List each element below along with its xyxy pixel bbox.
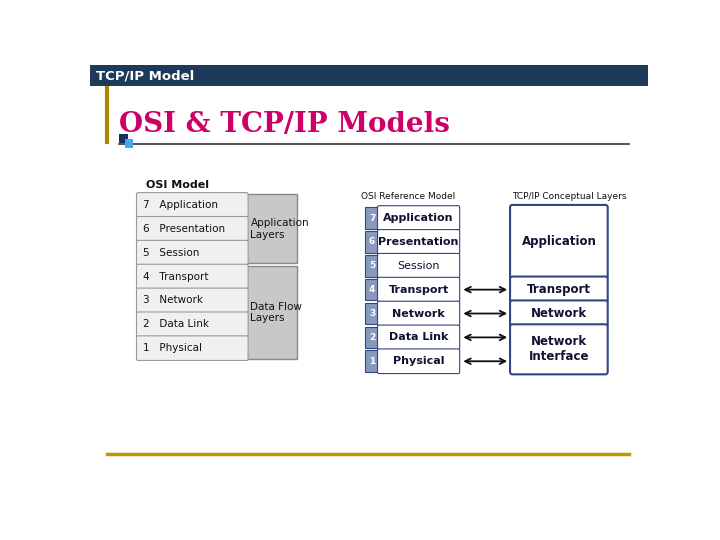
Bar <box>90 65 648 86</box>
FancyBboxPatch shape <box>137 217 248 241</box>
Bar <box>365 279 379 300</box>
Text: 3: 3 <box>369 309 375 318</box>
Text: Application: Application <box>521 235 596 248</box>
FancyBboxPatch shape <box>510 205 608 279</box>
Text: Session: Session <box>397 261 440 271</box>
Text: Data Flow
Layers: Data Flow Layers <box>251 301 302 323</box>
FancyBboxPatch shape <box>137 264 248 289</box>
Text: 1: 1 <box>369 357 375 366</box>
FancyBboxPatch shape <box>137 193 248 217</box>
Text: 5   Session: 5 Session <box>143 248 199 258</box>
FancyBboxPatch shape <box>137 312 248 336</box>
Text: 1   Physical: 1 Physical <box>143 343 202 353</box>
Text: Network: Network <box>531 307 587 320</box>
Text: 7   Application: 7 Application <box>143 200 217 210</box>
Text: 7: 7 <box>369 213 375 222</box>
Text: 6   Presentation: 6 Presentation <box>143 224 225 234</box>
Text: Application
Layers: Application Layers <box>251 218 309 240</box>
FancyBboxPatch shape <box>377 206 459 231</box>
Text: TCP/IP Model: TCP/IP Model <box>96 69 194 82</box>
FancyBboxPatch shape <box>137 336 248 361</box>
Text: TCP/IP Conceptual Layers: TCP/IP Conceptual Layers <box>513 192 627 201</box>
Text: 6: 6 <box>369 238 375 246</box>
Bar <box>138 266 297 359</box>
FancyBboxPatch shape <box>377 325 459 350</box>
Text: 5: 5 <box>369 261 375 270</box>
Bar <box>365 350 379 372</box>
Text: 2   Data Link: 2 Data Link <box>143 319 209 329</box>
Text: OSI Model: OSI Model <box>145 180 209 190</box>
Text: 3   Network: 3 Network <box>143 295 203 306</box>
Bar <box>365 207 379 229</box>
FancyBboxPatch shape <box>510 325 608 374</box>
FancyBboxPatch shape <box>137 288 248 313</box>
Text: Transport: Transport <box>389 285 449 295</box>
FancyBboxPatch shape <box>377 278 459 302</box>
FancyBboxPatch shape <box>377 301 459 326</box>
Bar <box>365 255 379 276</box>
Text: Application: Application <box>383 213 454 223</box>
FancyBboxPatch shape <box>377 349 459 374</box>
Text: Data Link: Data Link <box>389 333 449 342</box>
FancyBboxPatch shape <box>137 240 248 265</box>
Text: OSI Reference Model: OSI Reference Model <box>361 192 456 201</box>
Text: 2: 2 <box>369 333 375 342</box>
Text: Network
Interface: Network Interface <box>528 335 589 363</box>
Text: 4: 4 <box>369 285 375 294</box>
Text: OSI & TCP/IP Models: OSI & TCP/IP Models <box>120 111 450 138</box>
FancyBboxPatch shape <box>377 230 459 254</box>
FancyBboxPatch shape <box>510 276 608 303</box>
Bar <box>120 134 128 143</box>
Text: 4   Transport: 4 Transport <box>143 272 208 281</box>
FancyBboxPatch shape <box>377 253 459 278</box>
Bar <box>138 194 297 264</box>
Bar <box>365 231 379 253</box>
Bar <box>365 303 379 325</box>
Text: Network: Network <box>392 308 445 319</box>
Bar <box>125 139 133 148</box>
Text: Presentation: Presentation <box>379 237 459 247</box>
Text: Transport: Transport <box>527 283 591 296</box>
Text: Physical: Physical <box>393 356 444 366</box>
FancyBboxPatch shape <box>510 300 608 327</box>
Bar <box>365 327 379 348</box>
